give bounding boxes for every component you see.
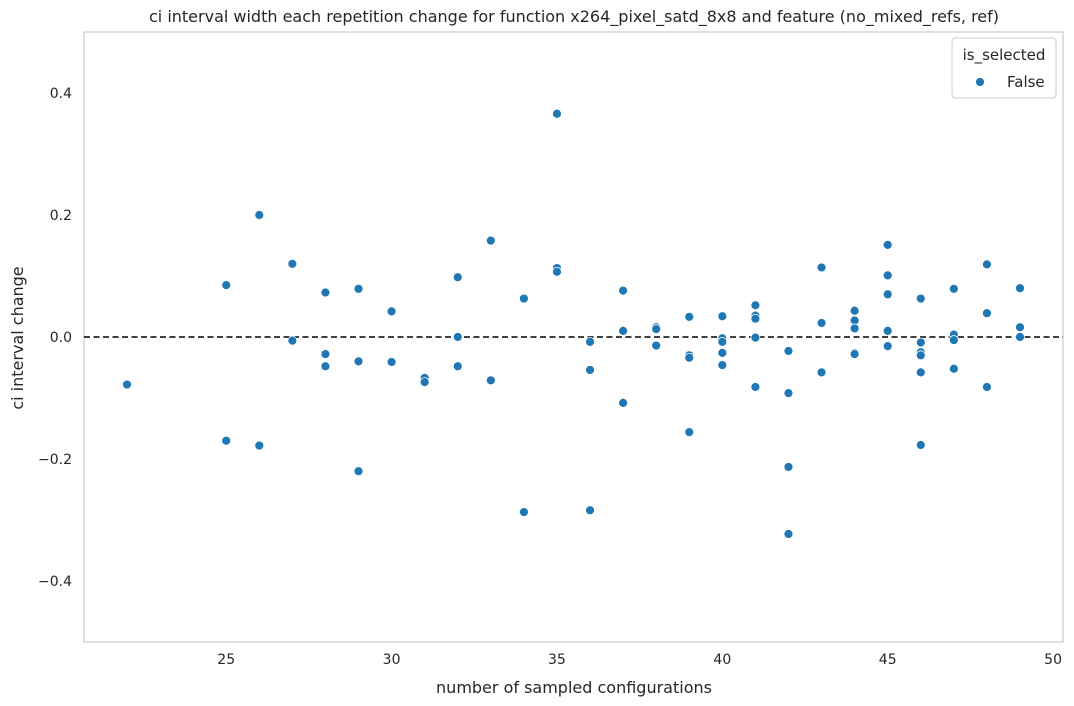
data-point xyxy=(452,332,463,342)
data-point xyxy=(915,293,926,304)
data-point xyxy=(386,357,397,367)
data-point xyxy=(518,507,529,517)
data-point xyxy=(948,363,959,374)
data-point xyxy=(783,388,794,399)
data-point xyxy=(915,350,926,361)
data-point xyxy=(320,287,331,298)
data-point xyxy=(717,347,728,358)
data-point xyxy=(122,379,132,390)
data-point xyxy=(982,259,992,270)
data-point xyxy=(221,435,232,446)
data-point xyxy=(816,318,827,328)
data-points xyxy=(122,108,1025,539)
data-point xyxy=(750,313,761,324)
data-point xyxy=(1015,332,1025,342)
data-point xyxy=(353,466,364,477)
data-point xyxy=(816,367,827,378)
data-point xyxy=(287,335,298,346)
data-point xyxy=(882,270,893,281)
legend-entry-false: False xyxy=(1007,73,1045,91)
data-point xyxy=(948,335,959,345)
data-point xyxy=(915,337,926,348)
data-point xyxy=(221,280,232,291)
x-tick-label: 40 xyxy=(713,652,731,668)
x-tick-label: 25 xyxy=(217,652,235,668)
x-tick-label: 35 xyxy=(548,652,566,668)
data-point xyxy=(1015,322,1025,333)
legend-marker xyxy=(975,77,985,87)
data-point xyxy=(783,346,794,356)
data-point xyxy=(320,349,331,359)
data-point xyxy=(915,440,926,450)
data-point xyxy=(915,367,926,378)
data-point xyxy=(254,210,265,220)
data-point xyxy=(651,324,662,334)
y-tick-label: −0.4 xyxy=(38,574,72,590)
x-tick-label: 45 xyxy=(879,652,897,668)
y-tick-label: 0.0 xyxy=(50,330,72,346)
x-axis-label: number of sampled configurations xyxy=(436,678,712,697)
data-point xyxy=(452,361,463,372)
data-point xyxy=(783,529,794,539)
y-tick-label: 0.4 xyxy=(50,86,72,102)
data-point xyxy=(717,336,728,347)
y-axis-label: ci interval change xyxy=(8,266,27,409)
data-point xyxy=(816,262,827,273)
data-point xyxy=(485,235,496,246)
data-point xyxy=(750,382,761,392)
data-point xyxy=(982,382,992,392)
data-point xyxy=(750,332,761,343)
data-point xyxy=(552,108,562,119)
data-point xyxy=(254,440,265,451)
data-point xyxy=(684,352,695,363)
data-point xyxy=(485,375,496,386)
data-point xyxy=(518,293,529,304)
data-point xyxy=(717,311,728,322)
data-point xyxy=(684,311,695,322)
data-point xyxy=(353,356,364,367)
y-tick-label: 0.2 xyxy=(50,208,72,224)
x-axis-ticks: 25 30 35 40 45 50 xyxy=(217,652,1062,668)
data-point xyxy=(585,365,595,375)
data-point xyxy=(585,505,595,516)
y-axis-ticks: −0.4 −0.2 0.0 0.2 0.4 xyxy=(38,86,72,590)
legend: is_selected False xyxy=(951,37,1057,99)
data-point xyxy=(618,397,629,408)
data-point xyxy=(849,323,860,334)
data-point xyxy=(552,266,562,277)
y-tick-label: −0.2 xyxy=(38,452,72,468)
data-point xyxy=(849,305,860,316)
data-point xyxy=(982,308,992,319)
data-point xyxy=(750,300,761,311)
data-point xyxy=(717,360,728,370)
legend-title: is_selected xyxy=(963,46,1046,65)
data-point xyxy=(618,325,629,336)
data-point xyxy=(849,349,860,359)
data-point xyxy=(882,239,893,250)
data-point xyxy=(585,336,595,347)
data-point xyxy=(882,341,893,352)
data-point xyxy=(882,289,893,300)
data-point xyxy=(320,361,331,372)
data-point xyxy=(452,272,463,283)
data-point xyxy=(287,258,298,269)
x-tick-label: 30 xyxy=(383,652,401,668)
data-point xyxy=(651,340,662,351)
data-point xyxy=(948,283,959,294)
data-point xyxy=(882,325,893,336)
data-point xyxy=(353,283,364,294)
data-point xyxy=(618,285,629,296)
data-point xyxy=(684,427,695,438)
x-tick-label: 50 xyxy=(1044,652,1062,668)
data-point xyxy=(386,306,397,317)
data-point xyxy=(783,462,794,472)
data-point xyxy=(419,377,430,388)
chart-title: ci interval width each repetition change… xyxy=(149,7,999,27)
data-point xyxy=(1015,283,1025,294)
